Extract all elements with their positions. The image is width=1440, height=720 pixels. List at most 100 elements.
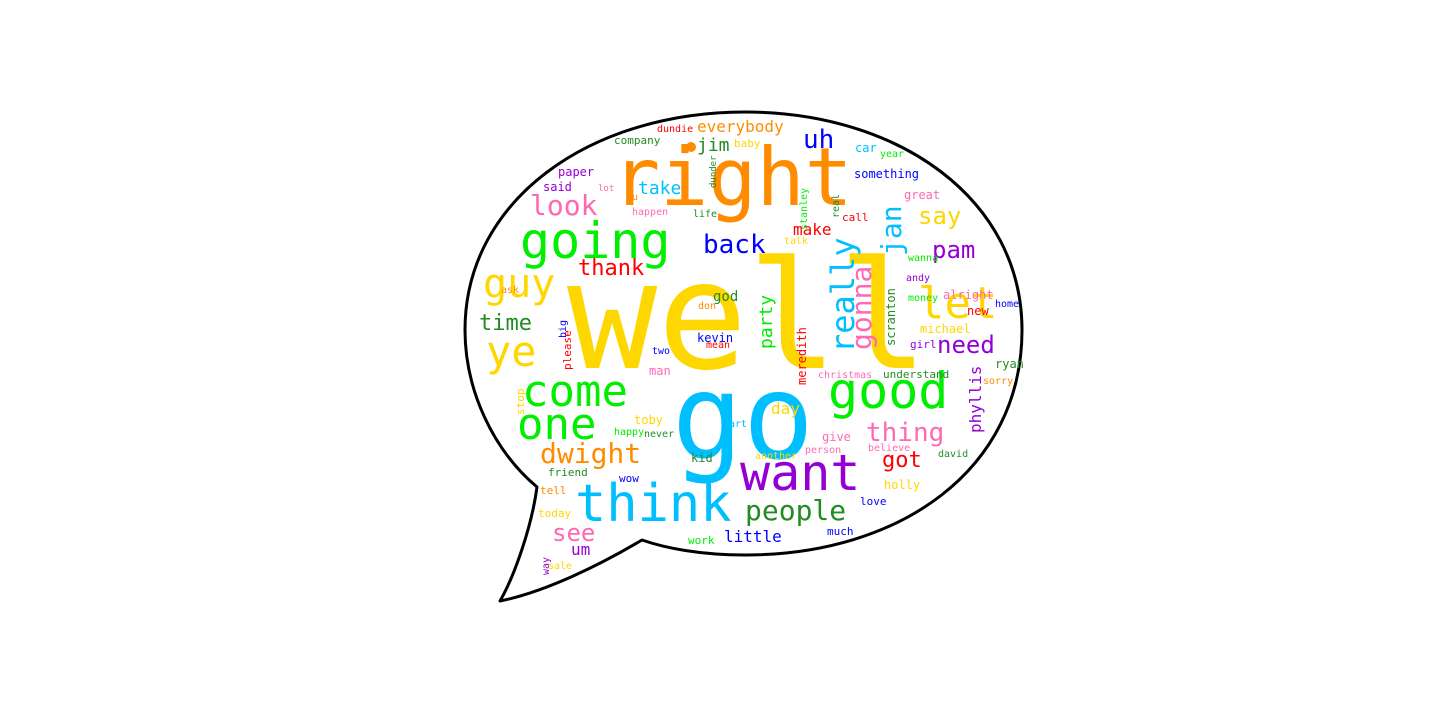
word-gonna: gonna [845, 265, 878, 350]
word-talk: talk [784, 236, 809, 247]
word-well: well [567, 230, 929, 404]
word-david: david [938, 449, 969, 460]
word-take: take [638, 178, 682, 199]
word-uh: uh [803, 125, 835, 155]
word-christmas: christmas [818, 370, 873, 381]
word-never: never [644, 429, 675, 440]
word-give: give [822, 430, 851, 444]
word-kevin: kevin [697, 331, 734, 345]
word-don: don [698, 301, 717, 312]
word-understand: understand [883, 368, 950, 381]
word-holly: holly [884, 478, 921, 492]
word-jim: jim [697, 135, 730, 156]
word-make: make [793, 220, 832, 239]
word-good: good [828, 362, 949, 420]
word-look: look [530, 189, 598, 222]
word-guy: guy [483, 261, 556, 307]
word-toby: toby [634, 413, 663, 427]
word-kid: kid [691, 451, 713, 465]
word-party: party [756, 294, 777, 349]
word-car: car [855, 141, 877, 155]
word-believe: believe [868, 443, 911, 454]
word-say: say [918, 202, 962, 230]
word-thank: thank [578, 256, 645, 281]
word-everybody: everybody [697, 117, 784, 136]
word-money: money [908, 293, 939, 304]
word-wanna: wanna [908, 253, 939, 264]
word-pam: pam [932, 236, 976, 264]
word-sale: sale [548, 561, 573, 572]
word-need: need [937, 331, 995, 359]
word-dwight: dwight [540, 437, 642, 470]
word-much: much [827, 525, 854, 538]
word-mean: mean [706, 340, 731, 351]
word-ryan: ryan [995, 357, 1024, 371]
word-phyllis: phyllis [966, 365, 985, 433]
word-thing: thing [866, 418, 945, 448]
word-wow: wow [619, 472, 639, 485]
word-day: day [771, 399, 800, 418]
word-scranton: scranton [884, 288, 898, 346]
word-home: home [995, 299, 1020, 310]
word-alright: alright [943, 288, 994, 302]
word-baby: baby [734, 137, 761, 150]
word-friend: friend [548, 466, 588, 479]
word-man: man [649, 364, 671, 378]
word-andy: andy [906, 273, 931, 284]
word-something: something [854, 167, 920, 181]
word-sorry: sorry [983, 376, 1014, 387]
dot-mark [686, 142, 696, 152]
word-lot: lot [598, 184, 615, 194]
word-today: today [538, 507, 572, 520]
word-ye: ye [486, 327, 537, 376]
word-call: call [842, 211, 869, 224]
word-part: part [723, 419, 748, 430]
word-dunder: dunder [709, 155, 719, 188]
word-see: see [552, 519, 596, 547]
word-love: love [860, 495, 887, 508]
word-jan: jan [875, 205, 908, 256]
word-going: going [520, 212, 671, 270]
word-one: one [517, 399, 597, 450]
word-u: u [632, 192, 639, 203]
word-go: go [672, 348, 815, 486]
word-real: real [831, 193, 842, 218]
word-um: um [571, 540, 591, 559]
word-happy: happy [614, 427, 645, 438]
word-come: come [522, 366, 628, 417]
word-ask: ask [501, 285, 520, 296]
word-right: right [612, 131, 853, 224]
word-stop: stop [514, 388, 527, 416]
word-let: let [918, 278, 998, 329]
word-year: year [880, 149, 905, 160]
word-great: great [904, 188, 941, 202]
word-said: said [543, 180, 572, 194]
word-life: life [693, 209, 718, 220]
word-another: another [755, 451, 798, 462]
word-two: two [652, 346, 671, 357]
word-people: people [745, 494, 847, 527]
word-want: want [740, 444, 861, 502]
speech-bubble-outline [463, 110, 1024, 603]
word-meredith: meredith [795, 327, 809, 385]
word-god: god [713, 289, 739, 305]
word-person: person [805, 445, 842, 456]
word-back: back [703, 230, 766, 260]
word-stanley: stanley [799, 187, 810, 230]
word-work: work [688, 534, 715, 547]
word-office: office [779, 291, 793, 335]
word-paper: paper [558, 165, 595, 179]
word-company: company [614, 134, 661, 147]
word-got: got [882, 448, 922, 473]
word-little: little [724, 527, 782, 546]
word-time: time [479, 311, 532, 336]
word-happen: happen [632, 207, 669, 218]
word-think: think [575, 474, 732, 534]
word-big: big [558, 319, 569, 338]
word-tell: tell [540, 484, 567, 497]
word-dundie: dundie [657, 124, 694, 135]
word-girl: girl [910, 338, 937, 351]
word-new: new [967, 304, 989, 318]
